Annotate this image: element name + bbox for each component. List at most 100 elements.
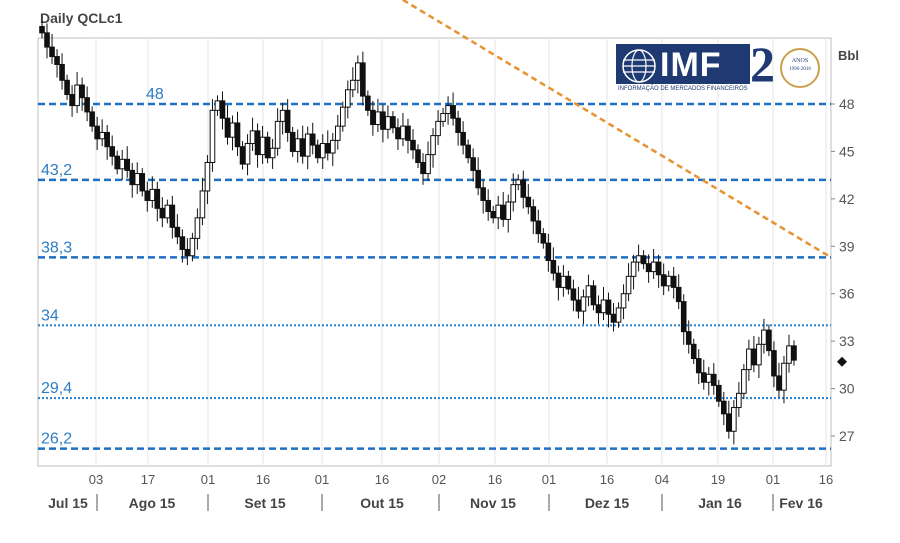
- candle-body-down: [670, 275, 677, 288]
- y-axis-ticks: 27 30 33 36 39 42 45 48: [831, 96, 855, 444]
- candle-body-down: [685, 331, 692, 345]
- gridlines: [95, 38, 827, 466]
- candle-body-down: [314, 144, 321, 159]
- y-tick-label: 39: [839, 238, 855, 254]
- candle-body-down: [721, 400, 727, 415]
- candle-body-up: [435, 120, 441, 137]
- candle-body-down: [94, 125, 100, 140]
- candle-body-down: [59, 63, 65, 81]
- candle-body-up: [495, 204, 502, 219]
- candle-body-down: [380, 111, 386, 130]
- candle-body-up: [650, 261, 657, 273]
- candle: [450, 92, 456, 126]
- candle-body-up: [400, 125, 406, 140]
- candle: [550, 247, 557, 281]
- x-tick-label: 01: [766, 472, 780, 487]
- candle-body-up: [355, 62, 361, 81]
- candle-body-down: [465, 144, 471, 159]
- candle-body-up: [319, 143, 326, 159]
- candle-body-up: [134, 173, 141, 186]
- candle: [430, 128, 436, 168]
- x-tick-label: 01: [542, 472, 556, 487]
- candle-body-down: [690, 343, 697, 360]
- candle: [124, 146, 131, 178]
- candle-body-up: [505, 201, 512, 220]
- candle: [89, 106, 95, 132]
- candle: [390, 111, 396, 134]
- candle-body-down: [159, 207, 166, 219]
- candle: [139, 168, 146, 197]
- candle: [455, 110, 461, 146]
- candle: [580, 289, 587, 325]
- candle-body-down: [726, 413, 732, 432]
- candle-body-down: [69, 94, 75, 107]
- y-tick-label: 48: [839, 96, 855, 112]
- candle: [199, 177, 206, 226]
- x-tick-label: 03: [89, 472, 103, 487]
- candle-body-down: [460, 131, 466, 146]
- candle-body-down: [485, 199, 491, 213]
- candle-body-up: [189, 237, 196, 257]
- candle: [415, 144, 421, 169]
- candle-body-down: [224, 117, 231, 138]
- candle: [741, 364, 747, 399]
- candle-body-down: [104, 131, 110, 148]
- y-tick-label: 42: [839, 191, 855, 207]
- candle-body-down: [360, 62, 366, 97]
- candle-body-down: [525, 196, 532, 208]
- candle-body-down: [64, 79, 70, 96]
- candle-body-up: [119, 158, 126, 170]
- candle-body-down: [575, 299, 582, 312]
- candle: [470, 148, 476, 182]
- candle: [79, 77, 85, 111]
- candle: [535, 209, 542, 243]
- candle-body-down: [751, 348, 757, 366]
- candle: [605, 292, 612, 328]
- candle-body-down: [239, 146, 246, 165]
- candle: [360, 51, 366, 106]
- x-axis-ticks: 03 17 01 16 01 16 02 16 01 16 04 19 01 16: [89, 472, 833, 487]
- candle-body-down: [520, 179, 527, 198]
- candle-body-down: [219, 100, 226, 119]
- x-tick-label: 16: [819, 472, 833, 487]
- level-label: 34: [41, 307, 59, 324]
- level-label: 29,4: [41, 380, 72, 397]
- candle: [234, 111, 241, 157]
- candle-body-down: [144, 190, 151, 201]
- candle-body-up: [269, 147, 276, 159]
- candle: [540, 228, 547, 249]
- candle-body-up: [510, 184, 517, 203]
- candle-body-down: [595, 304, 602, 314]
- candle: [460, 121, 466, 155]
- candle-body-up: [340, 106, 346, 127]
- candle: [104, 125, 110, 160]
- candle-body-up: [99, 131, 105, 140]
- month-label: Dez 15: [585, 495, 630, 511]
- candle: [269, 138, 276, 169]
- level-label: 48: [146, 86, 164, 103]
- month-label: Fev 16: [779, 495, 823, 511]
- candle-body-up: [625, 275, 632, 295]
- candle-body-down: [655, 261, 662, 276]
- candle-body-up: [329, 139, 336, 154]
- candle-body-down: [124, 158, 131, 171]
- candle-body-down: [390, 116, 396, 129]
- candle: [264, 131, 271, 164]
- candle-body-up: [620, 293, 627, 309]
- candle: [630, 254, 637, 290]
- candle: [791, 340, 797, 366]
- candle-body-down: [89, 111, 95, 127]
- candle-body-down: [660, 274, 667, 287]
- candle-body-up: [781, 362, 787, 391]
- candle-body-down: [645, 263, 652, 273]
- candle-body-down: [480, 187, 486, 201]
- candle-body-down: [710, 373, 717, 386]
- candle-body-down: [184, 248, 191, 257]
- x-tick-label: 16: [600, 472, 614, 487]
- logo-box: IMF: [616, 44, 750, 84]
- candle-body-down: [695, 358, 702, 374]
- candle: [475, 157, 481, 196]
- candle: [771, 341, 777, 388]
- candle: [731, 400, 737, 445]
- candle-body-up: [334, 125, 341, 141]
